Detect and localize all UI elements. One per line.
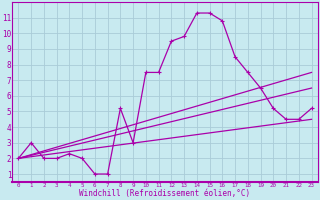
X-axis label: Windchill (Refroidissement éolien,°C): Windchill (Refroidissement éolien,°C) <box>79 189 251 198</box>
